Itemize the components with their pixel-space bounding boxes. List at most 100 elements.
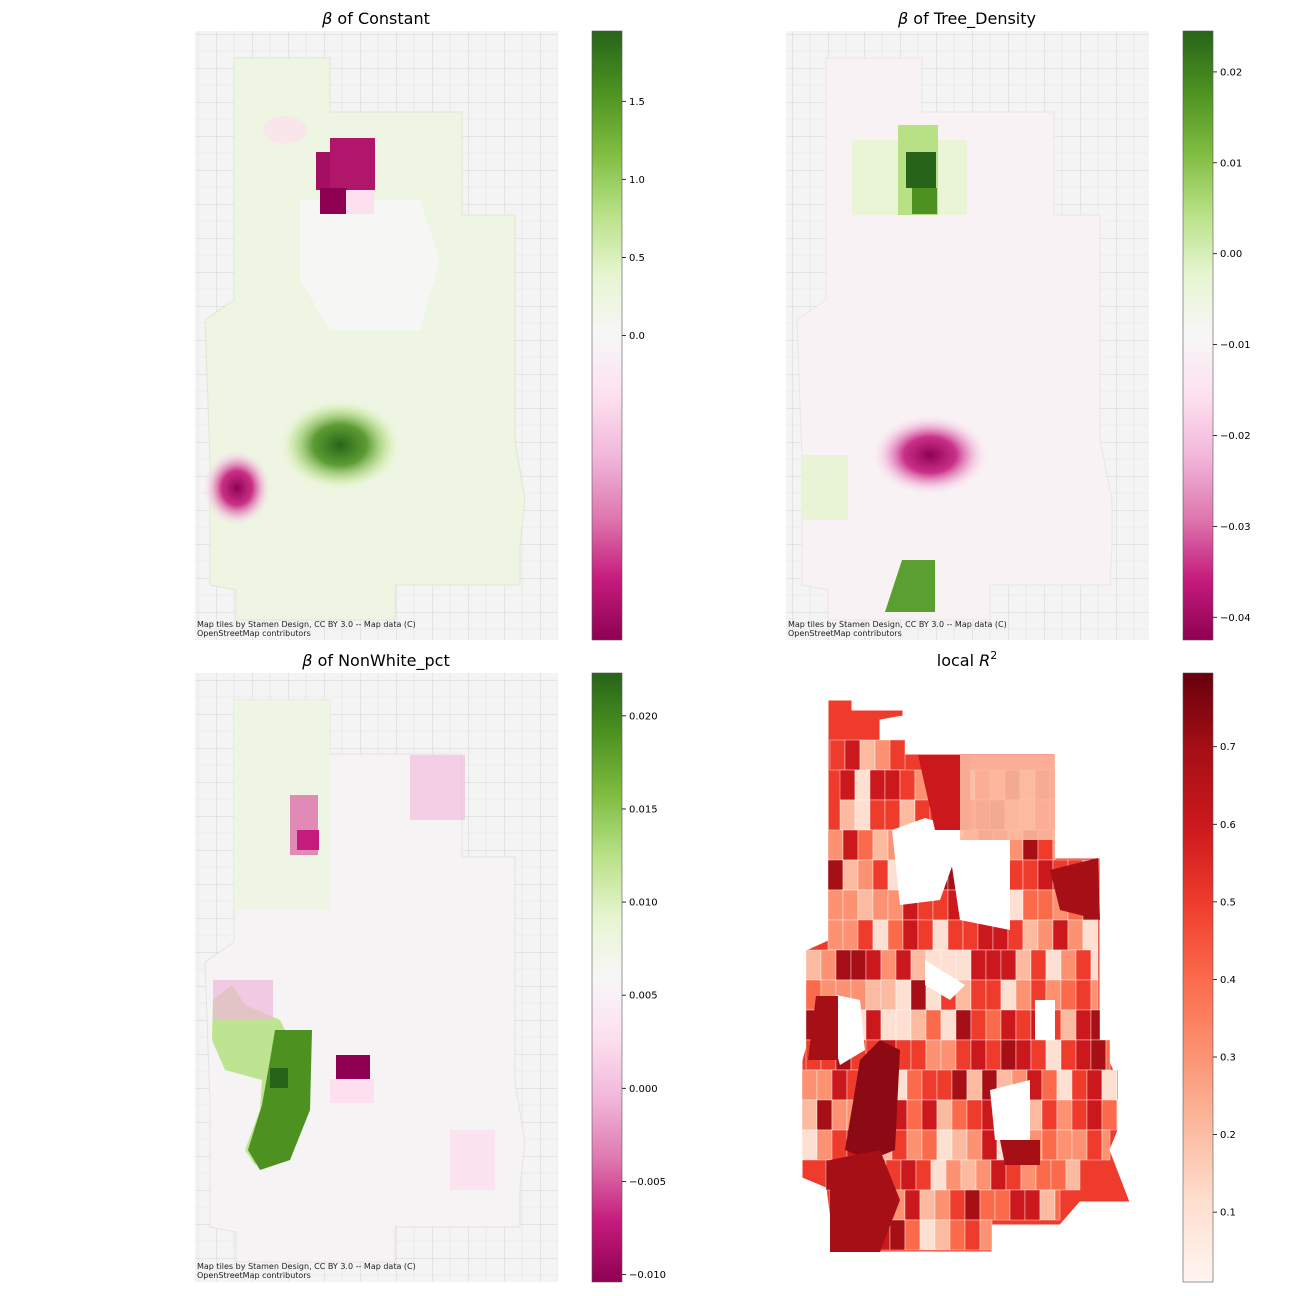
r2-tract [1056,1129,1073,1161]
r2-tract [1022,919,1039,951]
r2-tract [869,769,886,801]
r2-tract [947,919,964,951]
colorbar-ticks: 0.02 0.01 0.00 −0.01 −0.02 −0.03 −0.04 [1213,67,1251,624]
colorbar [591,672,623,1283]
r2-tract [962,919,979,951]
region-shape [204,57,526,621]
r2-tract [910,979,927,1011]
colorbar-tick-label: 0.00 [1220,249,1242,260]
colorbar-tick-label: 1.5 [629,97,645,108]
r2-tract [906,1129,923,1161]
r2-tract [829,739,846,771]
r2-tract [966,1099,983,1131]
r2-tract [857,829,874,861]
colorbar-ticks: 0.020 0.015 0.010 0.005 0.000 −0.005 −0.010 [622,711,666,1281]
colorbar [1182,30,1214,641]
hotspot-positive [885,560,935,612]
r2-tract [869,799,886,831]
r2-tract [949,1189,966,1221]
panel-title: β of Tree_Density [897,9,1036,29]
r2-tract [857,859,874,891]
r2-tract [874,739,891,771]
r2-tract [872,889,889,921]
r2-tract [964,1219,981,1251]
r2-tract [975,1159,992,1191]
r2-tract [1037,859,1054,891]
panel-title: β of NonWhite_pct [301,651,449,671]
hotspot-cell [270,1068,288,1088]
r2-tract [1000,949,1017,981]
attribution-line2: OpenStreetMap contributors [197,629,311,638]
r2-region [1000,1140,1040,1165]
r2-tract [985,1039,1002,1071]
r2-tract [1000,1009,1017,1041]
r2-tract [985,949,1002,981]
r2-tract [1075,1009,1092,1041]
colorbar-tick-label: −0.02 [1220,431,1251,442]
r2-tract [932,919,949,951]
r2-tract [1041,1099,1058,1131]
r2-tract [1015,979,1032,1011]
colorbar-tick-label: −0.005 [629,1177,666,1188]
hotspot-cell [320,188,347,214]
r2-tract [940,1039,957,1071]
panel-title: β of Constant [321,9,430,28]
r2-tract [831,1129,848,1161]
r2-tract [880,1009,897,1041]
white-gap [948,840,1010,930]
r2-tract [906,1099,923,1131]
r2-tract [945,1159,962,1191]
r2-tract [872,919,889,951]
r2-tract [872,859,889,891]
r2-tract [859,739,876,771]
r2-tract [831,1099,848,1131]
r2-tract [951,1129,968,1161]
r2-tract [880,949,897,981]
r2-tract [887,919,904,951]
r2-tract [949,1219,966,1251]
hotspot-positive [280,400,400,490]
r2-region [918,755,970,830]
attribution-line1: Map tiles by Stamen Design, CC BY 3.0 --… [788,620,1007,629]
r2-tract [1000,979,1017,1011]
r2-tract [1045,949,1062,981]
white-gap [925,960,965,1000]
hotspot-negative [872,415,988,495]
r2-tract [1009,1189,1026,1221]
r2-tract [955,949,972,981]
panel-tree-density: β of Tree_Density Map tiles by Stamen De… [786,9,1251,641]
r2-tract [902,919,919,951]
r2-tract [1037,919,1054,951]
r2-tract [1075,1039,1092,1071]
r2-tract [1116,1069,1119,1101]
r2-tract [930,1159,947,1191]
r2-tract [850,949,867,981]
r2-tract [842,859,859,891]
white-gap [990,1080,1030,1140]
colorbar-tick-label: 0.6 [1220,820,1236,831]
r2-tract [842,919,859,951]
colorbar-tick-label: 0.000 [629,1084,658,1095]
r2-tract [820,949,837,981]
r2-tract [1071,1099,1088,1131]
r2-tract [1090,949,1099,981]
attribution-line2: OpenStreetMap contributors [197,1271,311,1280]
r2-tract [872,829,889,861]
r2-tract [1071,1129,1088,1161]
r2-tract [865,979,882,1011]
r2-tract [921,1099,938,1131]
r2-tract [884,769,901,801]
r2-tract [1007,889,1024,921]
r2-tract [1060,949,1077,981]
colorbar-tick-label: 0.3 [1220,1053,1236,1064]
r2-tract [895,949,912,981]
r2-tract [1054,1189,1061,1221]
r2-tract [936,1069,953,1101]
r2-tract [990,1159,1007,1191]
colorbar-tick-label: 0.7 [1220,742,1236,753]
r2-tract [1050,1159,1067,1191]
r2-tract [857,889,874,921]
r2-tract [970,1009,987,1041]
r2-tract [966,1129,983,1161]
light-pink-patch [213,980,273,1020]
